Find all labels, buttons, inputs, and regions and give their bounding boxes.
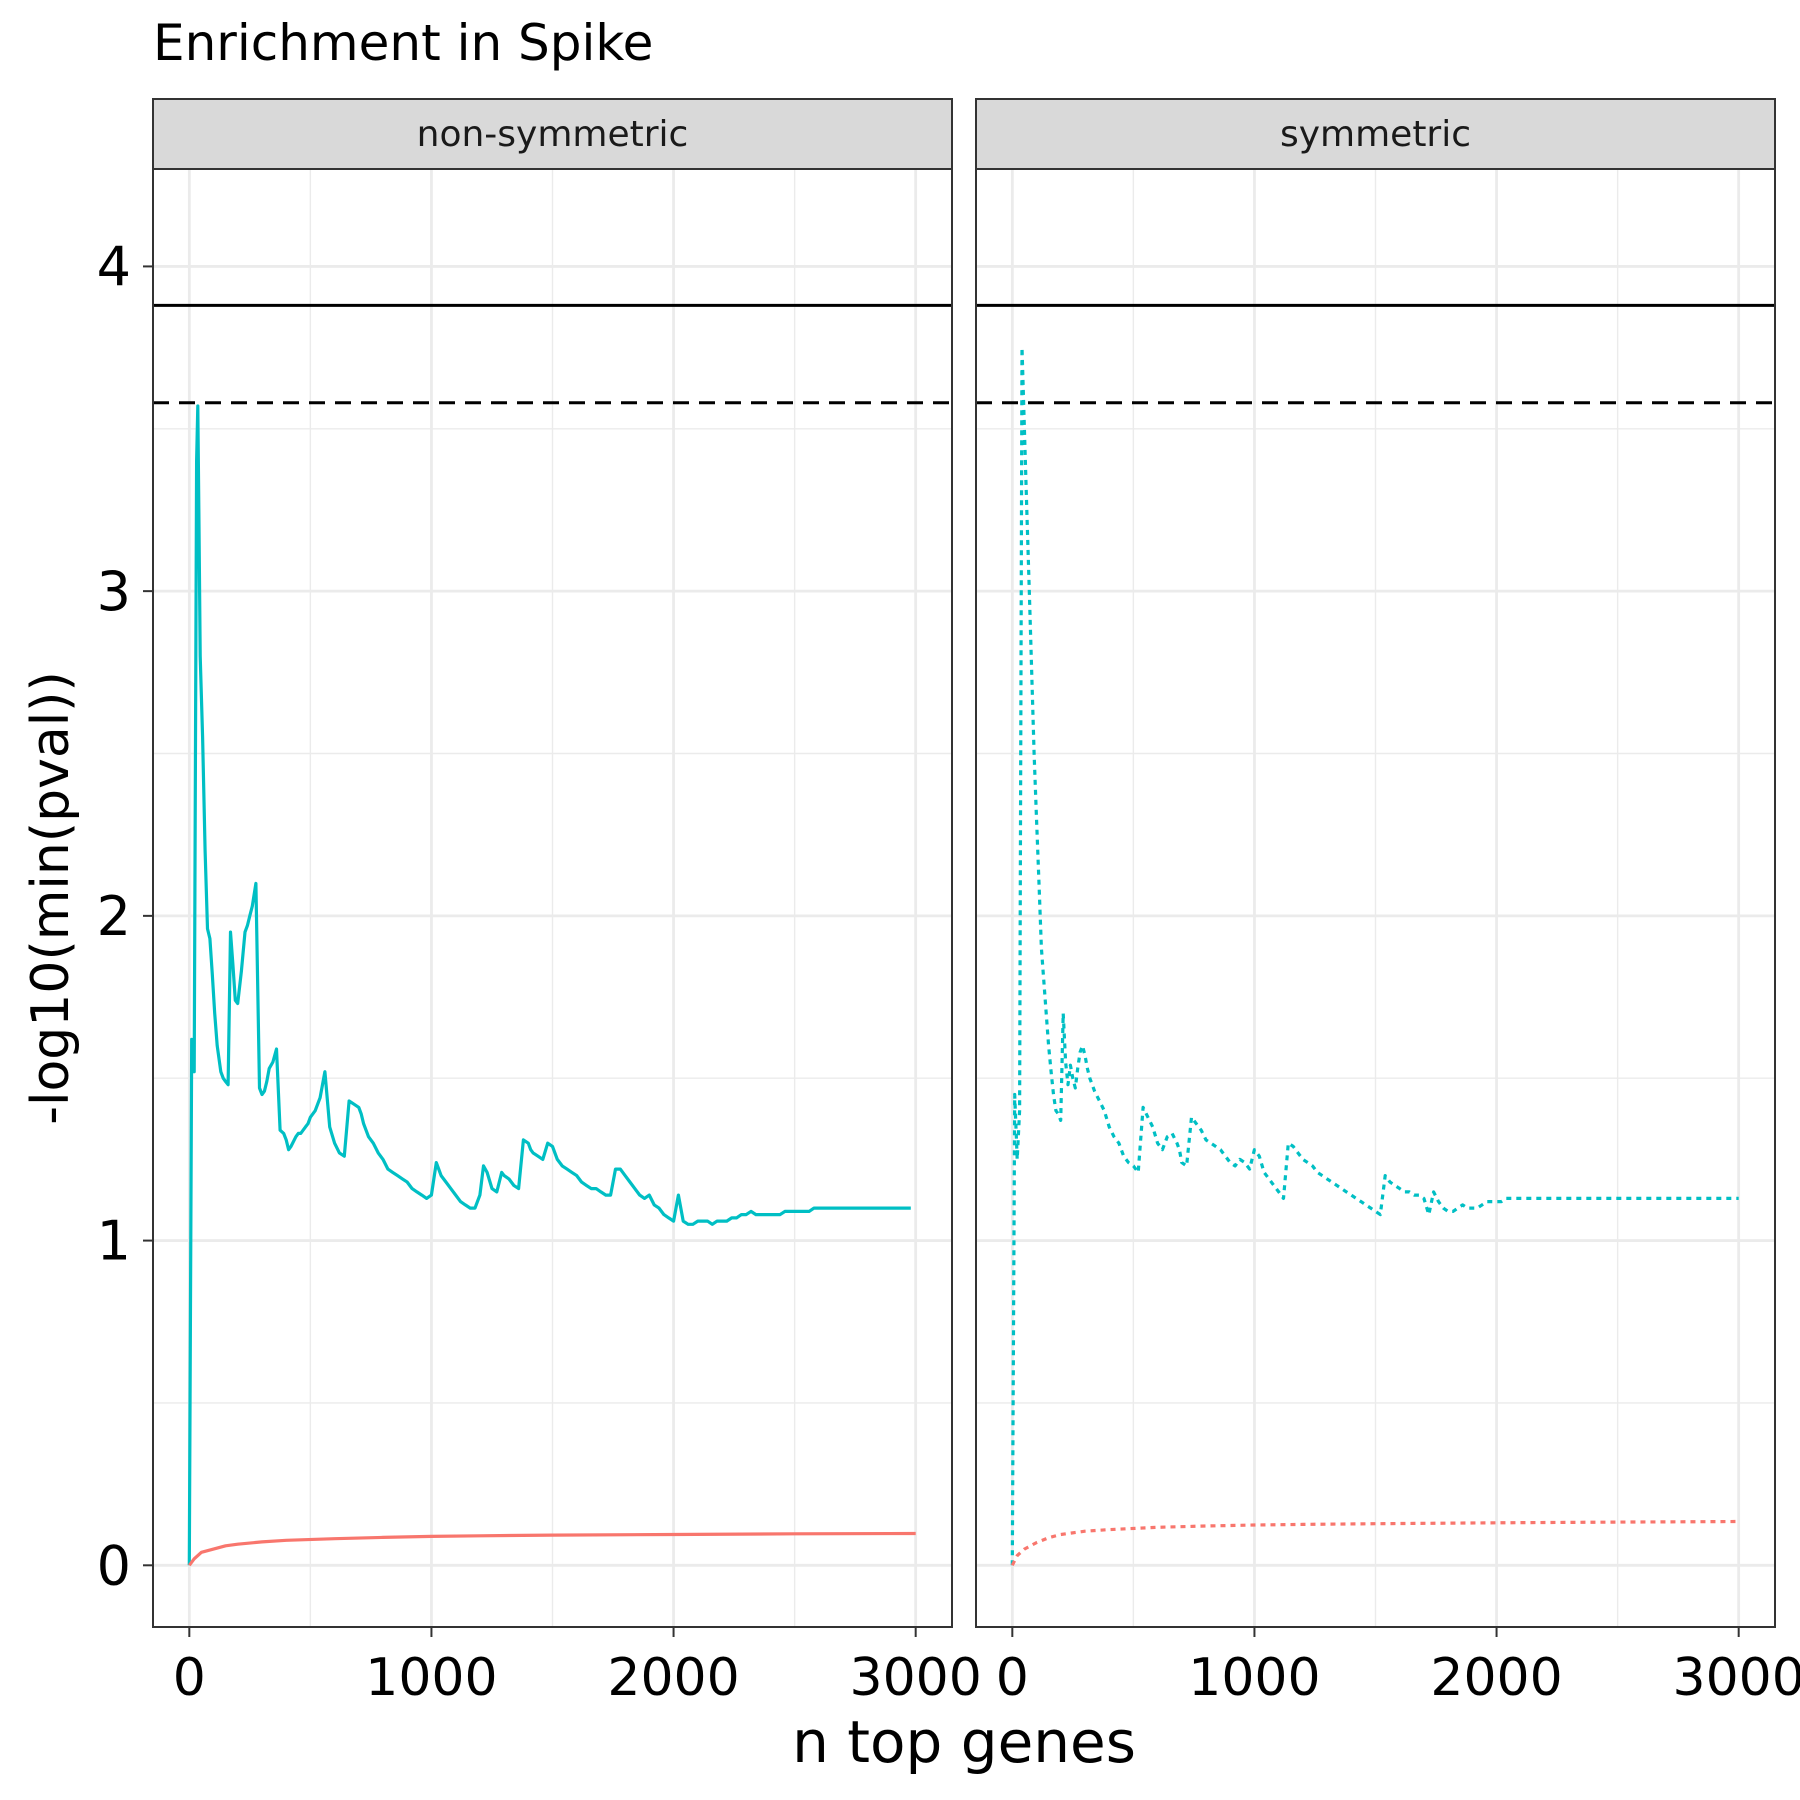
x-tick-label: 2000 (1430, 1648, 1562, 1708)
facet-strip (152, 98, 953, 170)
x-tick-label: 1000 (1188, 1648, 1320, 1708)
x-tick-label: 3000 (1673, 1648, 1800, 1708)
panel-symmetric: symmetric 0 1000 2000 3000 (975, 98, 1800, 1708)
panels: non-symmetric 0 1000 2000 3000 symmetric 0 1000… (97, 98, 1800, 1708)
salmon-series-line (1010, 1519, 1739, 1567)
x-tick-label: 0 (996, 1648, 1029, 1708)
facet-strip-label: non-symmetric (417, 114, 689, 155)
y-tick-label: 4 (97, 235, 131, 298)
y-axis: 0 1 2 3 4 (97, 235, 153, 1597)
x-tick-label: 2000 (607, 1648, 739, 1708)
y-tick-label: 2 (97, 885, 131, 948)
y-tick-label: 1 (97, 1210, 131, 1273)
chart-title: Enrichment in Spike (153, 14, 653, 72)
x-tick-label: 0 (173, 1648, 206, 1708)
x-axis-label: n top genes (792, 1708, 1136, 1776)
panel-non-symmetric: non-symmetric 0 1000 2000 3000 (152, 98, 982, 1708)
y-axis-label: -log10(min(pval)) (21, 671, 81, 1125)
x-tick-label: 3000 (850, 1648, 982, 1708)
y-tick-label: 3 (97, 560, 131, 623)
y-tick-label: 0 (97, 1534, 131, 1597)
teal-series-line (1010, 346, 1739, 1566)
teal-series-line (187, 404, 911, 1566)
facet-strip (975, 98, 1776, 170)
facet-strip-label: symmetric (1280, 114, 1471, 155)
x-tick-label: 1000 (365, 1648, 497, 1708)
salmon-series-line (188, 1531, 916, 1567)
